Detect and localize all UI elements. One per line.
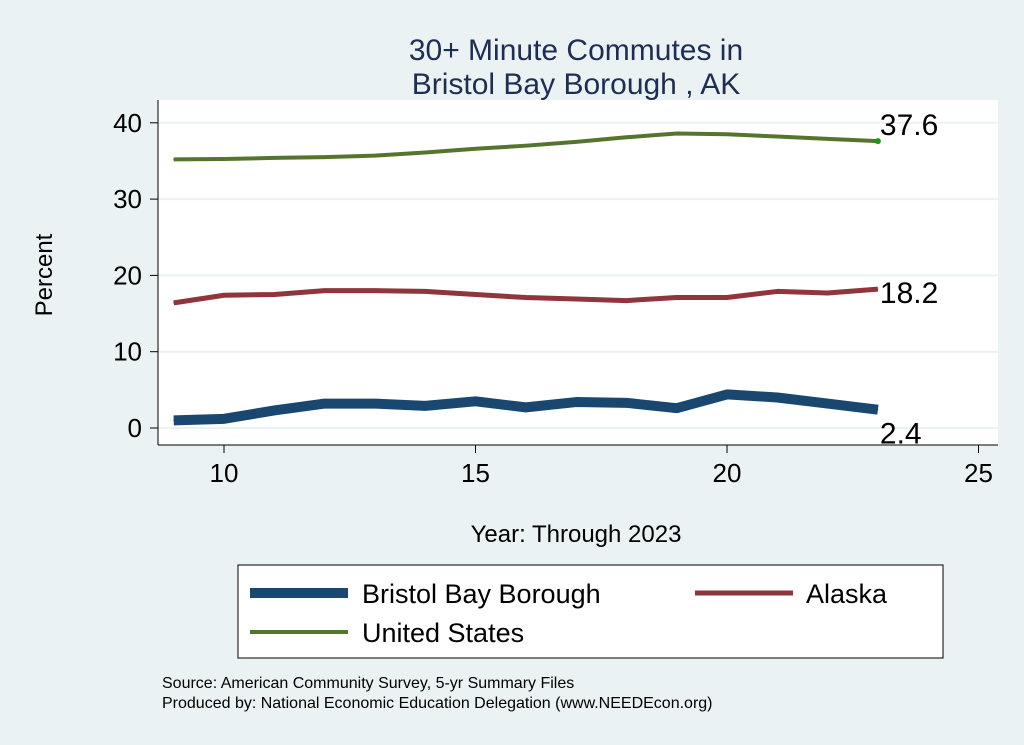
data-point-alaska (223, 294, 225, 296)
y-axis-label: Percent (31, 233, 58, 316)
y-tick-label: 10 (113, 337, 142, 367)
data-point-bristol-bay (173, 419, 175, 421)
data-point-united-states (374, 155, 376, 157)
data-point-united-states (726, 133, 728, 135)
produced-by-note: Produced by: National Economic Education… (162, 695, 713, 712)
data-point-united-states (776, 136, 778, 138)
data-point-bristol-bay (324, 403, 326, 405)
data-point-united-states (676, 132, 678, 134)
data-point-united-states (424, 152, 426, 154)
data-point-alaska (273, 293, 275, 295)
data-point-alaska (676, 297, 678, 299)
legend-label-bristol-bay: Bristol Bay Borough (362, 579, 601, 609)
data-point-united-states (575, 141, 577, 143)
data-point-bristol-bay (475, 400, 476, 402)
legend-label-alaska: Alaska (806, 579, 888, 609)
data-point-united-states (324, 156, 326, 158)
source-note: Source: American Community Survey, 5-yr … (162, 675, 574, 692)
data-point-bristol-bay (625, 402, 627, 404)
data-point-alaska (475, 293, 476, 295)
x-tick-label: 10 (210, 458, 239, 488)
data-point-united-states (827, 138, 829, 140)
data-point-alaska (173, 302, 175, 304)
data-point-bristol-bay (776, 396, 778, 398)
data-point-bristol-bay (273, 409, 275, 411)
x-axis-label: Year: Through 2023 (471, 521, 682, 548)
data-point-alaska (525, 297, 527, 299)
data-point-united-states (625, 136, 627, 138)
legend-label-united-states: United States (362, 618, 524, 648)
data-point-bristol-bay (877, 409, 879, 411)
end-marker-united-states (874, 138, 881, 145)
data-point-alaska (625, 300, 627, 302)
data-point-alaska (374, 290, 376, 292)
data-point-bristol-bay (374, 403, 376, 405)
data-point-bristol-bay (575, 401, 577, 403)
data-point-alaska (877, 288, 879, 290)
data-point-united-states (223, 158, 225, 160)
data-point-alaska (324, 290, 326, 292)
x-tick-label: 15 (461, 458, 490, 488)
end-label-united-states: 37.6 (880, 109, 938, 142)
y-tick-label: 40 (113, 108, 142, 138)
data-point-bristol-bay (676, 407, 678, 409)
chart-title-line1: 30+ Minute Commutes in (409, 34, 743, 67)
y-tick-label: 20 (113, 260, 142, 290)
legend-box (237, 564, 944, 659)
x-tick-label: 20 (713, 458, 742, 488)
data-point-bristol-bay (223, 418, 225, 420)
data-point-bristol-bay (726, 393, 728, 395)
y-tick-label: 0 (128, 413, 142, 443)
data-point-bristol-bay (424, 405, 426, 407)
data-point-bristol-bay (525, 406, 527, 408)
data-point-alaska (827, 292, 829, 294)
data-point-alaska (726, 297, 728, 299)
data-point-bristol-bay (827, 403, 829, 405)
x-tick-label: 25 (964, 458, 993, 488)
end-label-alaska: 18.2 (880, 277, 938, 310)
legend: Bristol Bay Borough Alaska United States (237, 564, 944, 659)
data-point-alaska (776, 290, 778, 292)
chart-title-line2: Bristol Bay Borough , AK (412, 68, 741, 101)
data-point-united-states (525, 145, 527, 147)
plot-area (158, 100, 998, 445)
end-label-bristol-bay: 2.4 (880, 418, 922, 451)
data-point-united-states (273, 157, 275, 159)
data-point-alaska (575, 298, 577, 300)
y-tick-label: 30 (113, 184, 142, 214)
data-point-alaska (424, 290, 426, 292)
data-point-united-states (173, 158, 175, 160)
data-point-united-states (475, 148, 476, 150)
